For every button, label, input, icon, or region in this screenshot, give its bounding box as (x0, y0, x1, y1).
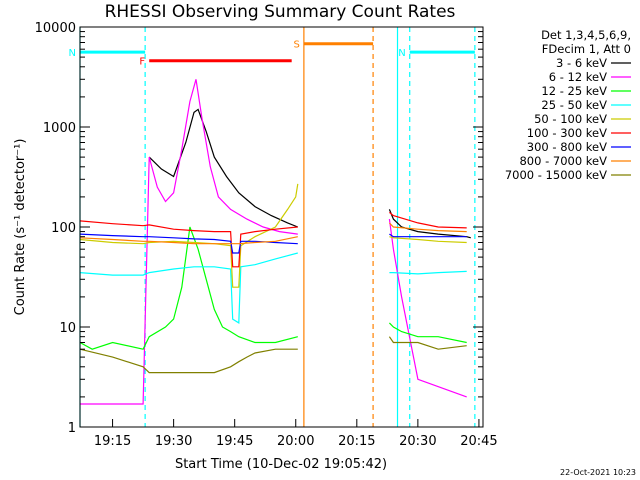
legend-label-6: 300 - 800 keV (527, 140, 607, 154)
x-tick-label-0: 19:15 (94, 434, 131, 449)
legend-label-5: 100 - 300 keV (527, 126, 607, 140)
legend-label-0: 3 - 6 keV (556, 56, 607, 70)
legend-label-7: 800 - 7000 keV (519, 154, 607, 168)
y-tick-label-4: 10000 (35, 21, 76, 36)
x-tick-label-5: 20:30 (399, 434, 436, 449)
x-tick-label-1: 19:30 (155, 434, 192, 449)
legend: Det 1,3,4,5,6,9,FDecim 1, Att 03 - 6 keV… (505, 28, 631, 182)
axis-ticks: 19:15 19:30 19:45 20:00 20:15 20:30 20:45 1 10 10… (35, 21, 498, 449)
y-tick-label-2: 100 (51, 221, 76, 236)
timestamp: 22-Oct-2021 10:23 (560, 468, 636, 477)
segment-label-3: S (294, 40, 300, 51)
legend-label-4: 50 - 100 keV (534, 112, 607, 126)
legend-header-1: FDecim 1, Att 0 (542, 42, 631, 56)
segment-label-0: N (69, 48, 76, 59)
series-line-8 (79, 336, 467, 374)
y-tick-label-1: 10 (59, 321, 76, 336)
legend-label-8: 7000 - 15000 keV (505, 168, 607, 182)
y-axis-label: Count Rate (s⁻¹ detector⁻¹) (13, 139, 28, 316)
x-tick-label-4: 20:15 (338, 434, 375, 449)
series-line-1 (80, 79, 467, 405)
series-line-5 (79, 211, 467, 268)
chart-title: RHESSI Observing Summary Count Rates (105, 2, 456, 22)
series-line-3 (79, 252, 467, 324)
x-tick-label-2: 19:45 (216, 434, 253, 449)
segment-label-1: N (398, 48, 405, 59)
series-line-7 (79, 222, 467, 245)
segment-label-2: F (139, 57, 145, 68)
x-tick-label-3: 20:00 (277, 434, 314, 449)
y-tick-label-0: 1 (68, 421, 76, 436)
x-tick-label-6: 20:45 (460, 434, 497, 449)
series-line-2 (79, 226, 467, 350)
legend-label-2: 12 - 25 keV (541, 84, 607, 98)
legend-label-3: 25 - 50 keV (541, 98, 607, 112)
series-line-4 (79, 183, 467, 288)
legend-header-0: Det 1,3,4,5,6,9, (541, 28, 631, 42)
series-line-6 (79, 233, 467, 254)
legend-label-1: 6 - 12 keV (549, 70, 607, 84)
y-tick-label-3: 1000 (43, 121, 76, 136)
x-axis-label: Start Time (10-Dec-02 19:05:42) (175, 457, 387, 472)
